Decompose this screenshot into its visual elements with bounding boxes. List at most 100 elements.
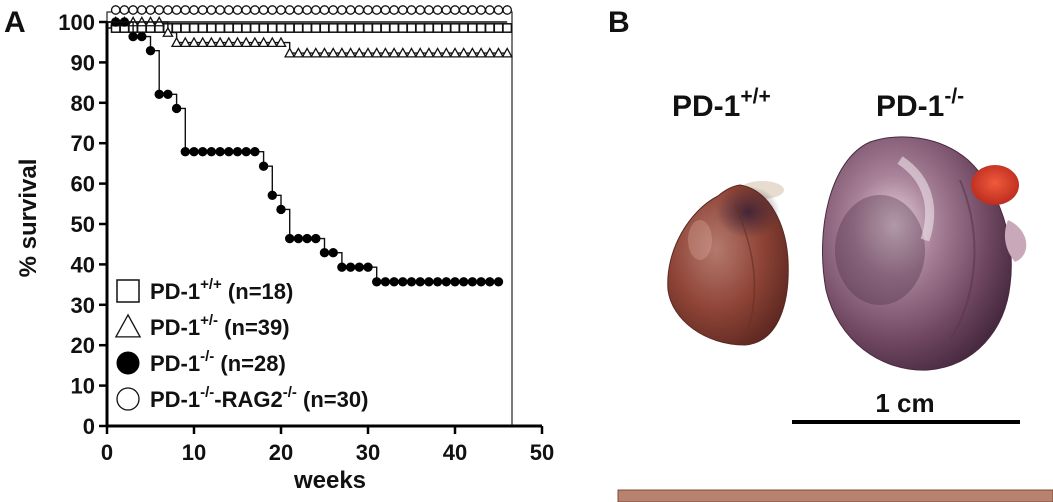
marker-het (431, 47, 444, 58)
y-tick-label: 50 (71, 212, 95, 237)
x-tick-label: 0 (101, 440, 113, 465)
marker-wt (328, 23, 339, 33)
y-tick-label: 90 (71, 50, 95, 75)
marker-wt (267, 23, 278, 33)
marker-het (466, 47, 479, 58)
marker-ko (476, 277, 486, 287)
marker-het (292, 47, 305, 58)
marker-het (231, 36, 244, 48)
marker-dko (319, 5, 330, 15)
marker-wt (197, 23, 208, 33)
marker-wt (310, 23, 321, 33)
marker-het (423, 47, 435, 58)
marker-wt (258, 23, 269, 33)
marker-dko (189, 5, 199, 15)
marker-het (397, 47, 409, 58)
marker-het (240, 36, 252, 48)
marker-wt (284, 23, 295, 33)
marker-het (275, 36, 287, 48)
x-tick-label: 40 (443, 440, 467, 465)
marker-dko (467, 5, 478, 15)
marker-ko (154, 89, 164, 100)
marker-ko (389, 277, 399, 287)
marker-het (170, 36, 183, 48)
marker-ko (345, 262, 356, 272)
marker-dko (136, 5, 147, 15)
marker-wt (450, 23, 460, 33)
marker-wt (432, 23, 443, 33)
marker-ko (293, 233, 304, 244)
marker-ko (337, 262, 347, 272)
series-ko (107, 17, 504, 287)
marker-dko (432, 5, 443, 15)
marker-het (353, 47, 366, 58)
marker-dko (110, 5, 121, 15)
marker-ko (206, 146, 217, 157)
marker-dko (484, 5, 495, 15)
marker-wt (415, 23, 426, 33)
y-tick-label: 40 (71, 252, 95, 277)
marker-wt (223, 23, 234, 33)
marker-dko (267, 5, 278, 15)
y-ticks: 0 10 20 30 40 50 60 70 80 90 100 (58, 10, 107, 439)
marker-dko (206, 5, 217, 15)
marker-dko (458, 5, 469, 15)
marker-dko (293, 5, 304, 15)
marker-dko (380, 5, 391, 15)
marker-dko (284, 5, 295, 15)
legend-entry-ko: PD-1-/- (n=28) (150, 348, 286, 376)
marker-het (266, 36, 279, 48)
marker-ko (180, 146, 191, 157)
marker-het (492, 47, 505, 58)
series-dko (107, 5, 513, 23)
legend-marker-dko (116, 387, 140, 411)
marker-wt (380, 23, 391, 33)
marker-ko (128, 31, 138, 42)
marker-het (388, 47, 400, 58)
marker-ko (450, 277, 460, 287)
marker-wt (397, 23, 408, 33)
marker-dko (363, 5, 373, 15)
y-tick-label: 20 (71, 333, 95, 358)
marker-wt (476, 23, 487, 33)
marker-dko (389, 5, 399, 15)
marker-dko (450, 5, 460, 15)
marker-dko (223, 5, 234, 15)
marker-wt (293, 23, 304, 33)
x-tick-label: 30 (356, 440, 380, 465)
marker-dko (154, 5, 165, 15)
marker-dko (424, 5, 434, 15)
marker-het (318, 47, 331, 58)
marker-wt (389, 23, 400, 33)
marker-dko (171, 5, 182, 15)
marker-ko (267, 190, 277, 201)
marker-het (449, 47, 461, 58)
marker-dko (258, 5, 269, 15)
marker-het (370, 47, 383, 58)
marker-wt (502, 23, 513, 33)
marker-dko (328, 5, 339, 15)
marker-het (162, 26, 174, 37)
marker-wt (215, 23, 226, 33)
marker-dko (241, 5, 252, 15)
marker-ko (250, 146, 260, 157)
panel-b-label: B (608, 6, 630, 39)
marker-ko (232, 146, 243, 157)
marker-wt (423, 23, 434, 33)
marker-dko (502, 5, 513, 15)
marker-ko (467, 277, 478, 287)
marker-ko (198, 146, 208, 157)
y-tick-label: 0 (83, 414, 95, 439)
marker-ko (363, 262, 373, 272)
marker-het (379, 47, 392, 58)
marker-ko (311, 233, 321, 244)
legend: PD-1+/+ (n=18) PD-1+/- (n=39) PD-1-/- (n=2… (114, 276, 368, 412)
marker-ko (424, 277, 434, 287)
marker-dko (215, 5, 225, 15)
survival-chart: 0 10 20 30 40 50 60 70 80 90 100 0 10 20 30 40 50 % sur… (15, 5, 554, 494)
marker-wt (249, 23, 260, 33)
marker-het (405, 47, 418, 58)
x-tick-label: 10 (182, 440, 206, 465)
marker-dko (128, 5, 138, 15)
marker-het (310, 47, 322, 58)
